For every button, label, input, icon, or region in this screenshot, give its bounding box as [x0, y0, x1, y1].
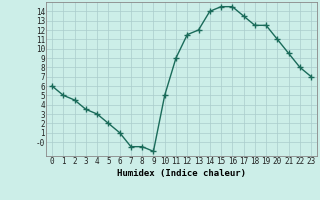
X-axis label: Humidex (Indice chaleur): Humidex (Indice chaleur) — [117, 169, 246, 178]
